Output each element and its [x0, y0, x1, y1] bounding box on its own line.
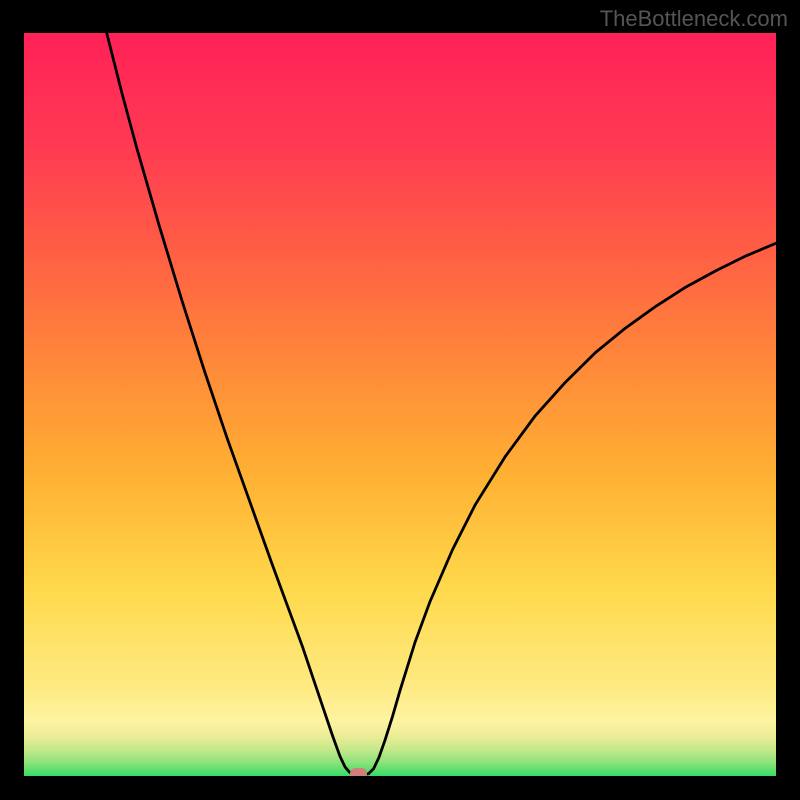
bottleneck-curve: [24, 33, 776, 776]
chart-container: TheBottleneck.com: [0, 0, 800, 800]
watermark-text: TheBottleneck.com: [600, 6, 788, 32]
frame-border-left: [0, 0, 24, 800]
frame-border-right: [776, 0, 800, 800]
frame-border-bottom: [0, 776, 800, 800]
optimal-point-marker: [350, 768, 367, 776]
plot-area: [24, 33, 776, 776]
